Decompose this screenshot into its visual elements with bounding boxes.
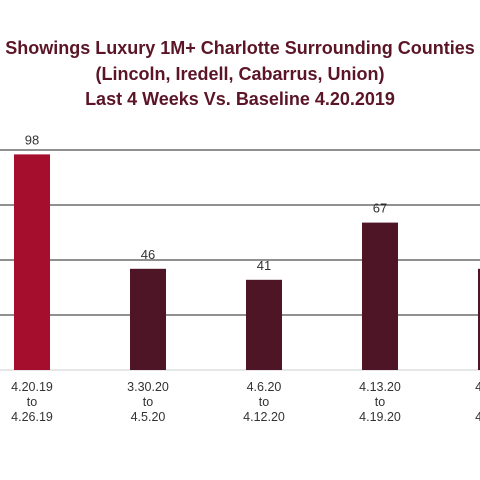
x-tick-label: 4.5.20: [131, 410, 166, 424]
data-label: 46: [141, 247, 155, 262]
x-tick-label: to: [375, 395, 385, 409]
x-tick-label: 4.20.20: [475, 380, 480, 394]
x-tick-label: 4.26.20: [475, 410, 480, 424]
x-tick-label: 4.6.20: [247, 380, 282, 394]
x-tick-label: 3.30.20: [127, 380, 169, 394]
data-label: 41: [257, 258, 271, 273]
bar: [14, 154, 50, 370]
bar: [478, 268, 480, 370]
x-tick-label: to: [143, 395, 153, 409]
x-tick-label: 4.12.20: [243, 410, 285, 424]
bar: [362, 222, 398, 370]
x-tick-label: 4.19.20: [359, 410, 401, 424]
data-label: 67: [373, 201, 387, 216]
data-label: 98: [25, 132, 39, 147]
x-tick-label: 4.20.19: [11, 380, 53, 394]
bar: [130, 268, 166, 370]
x-tick-label: 4.13.20: [359, 380, 401, 394]
x-tick-label: 4.26.19: [11, 410, 53, 424]
chart-title-line-2: (Lincoln, Iredell, Cabarrus, Union): [95, 64, 385, 84]
chart-title-line-1: Showings Luxury 1M+ Charlotte Surroundin…: [5, 38, 475, 58]
bar: [246, 279, 282, 370]
x-tick-label: to: [27, 395, 37, 409]
x-tick-label: to: [259, 395, 269, 409]
chart-title-line-3: Last 4 Weeks Vs. Baseline 4.20.2019: [85, 89, 395, 109]
